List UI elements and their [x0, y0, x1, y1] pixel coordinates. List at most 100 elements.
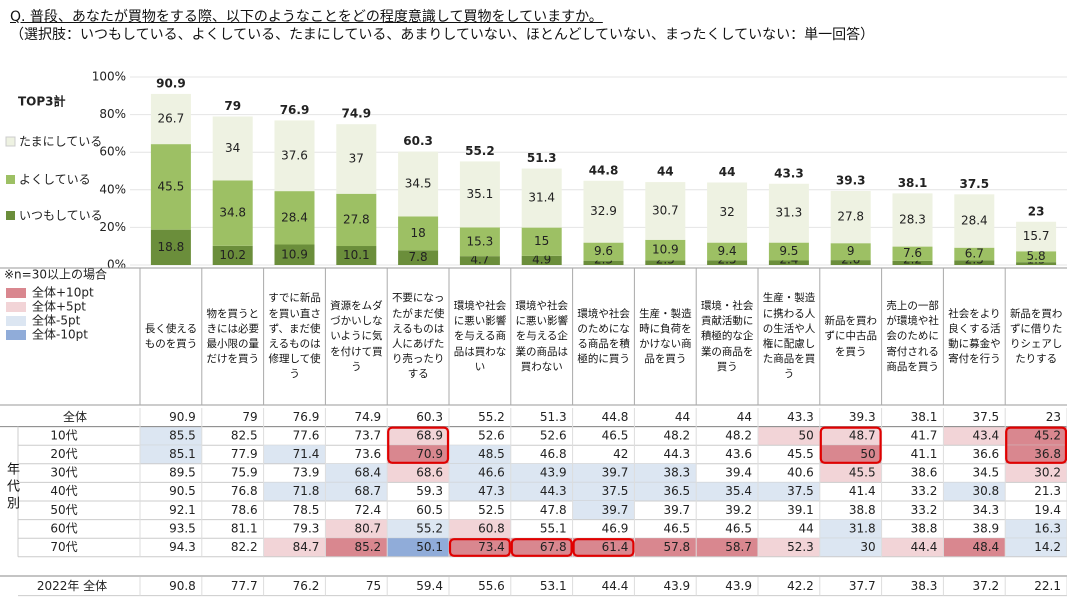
cell-value: 37.2	[972, 579, 999, 593]
cell-value: 82.2	[231, 540, 258, 554]
row-label: 2022年 全体	[37, 578, 107, 593]
cell-value: 39.7	[602, 503, 629, 517]
y-tick-label: 0%	[107, 258, 126, 272]
cell-value: 47.3	[478, 484, 505, 498]
segment-label: 32.9	[590, 204, 617, 218]
cell-shade	[1005, 445, 1067, 464]
cell-value: 89.5	[169, 466, 196, 480]
cell-value: 77.6	[293, 428, 320, 442]
cell-value: 61.4	[602, 540, 629, 554]
cell-value: 93.5	[169, 521, 196, 535]
cell-value: 46.6	[478, 466, 505, 480]
cell-value: 39.7	[602, 466, 629, 480]
cell-value: 52.5	[478, 503, 505, 517]
cell-value: 85.5	[169, 428, 196, 442]
total-label: 38.1	[898, 176, 928, 190]
segment-label: 37.6	[281, 148, 308, 162]
bar-segment	[398, 151, 439, 217]
segment-label: 7.8	[409, 250, 428, 264]
cell-value: 33.2	[911, 503, 938, 517]
segment-label: 45.5	[158, 179, 185, 193]
cell-value: 36.6	[972, 447, 999, 461]
cell-value: 60.5	[416, 503, 443, 517]
cell-value: 75	[366, 579, 381, 593]
cell-shade	[943, 426, 1006, 446]
cell-value: 38.9	[972, 521, 999, 535]
bar-segment	[1016, 262, 1057, 265]
cell-value: 43.3	[787, 410, 814, 424]
cell-value: 44.4	[911, 540, 938, 554]
question-note: （選択肢：いつもしている、よくしている、たまにしている、あまりしていない、ほとん…	[10, 27, 875, 43]
cell-value: 30.8	[972, 484, 999, 498]
segment-label: 30.7	[652, 203, 679, 217]
cell-value: 46.8	[540, 447, 567, 461]
segment-label: 15.7	[1023, 229, 1050, 243]
row-label: 10代	[50, 428, 77, 442]
legend-total: TOP3計	[18, 94, 66, 109]
cell-shade	[819, 519, 882, 539]
cell-value: 55.2	[416, 521, 443, 535]
bar-segment	[892, 260, 933, 265]
cell-shade	[1005, 519, 1067, 539]
category-label: 資源をムダづかいしないように気を付けて買う	[330, 299, 383, 373]
segment-label: 9	[847, 244, 855, 258]
cell-value: 45.5	[787, 447, 814, 461]
category-label: 環境・社会貢献活動に積極的な企業の商品を買う	[700, 299, 754, 373]
bar-segment	[707, 260, 748, 265]
cell-value: 50	[799, 428, 814, 442]
total-label: 44	[719, 165, 736, 179]
cell-shade	[387, 538, 449, 557]
cell-value: 43.9	[663, 579, 690, 593]
segment-label: 4.9	[532, 253, 551, 267]
cell-value: 71.8	[293, 484, 320, 498]
cell-value: 34.3	[972, 503, 999, 517]
cell-value: 48.4	[972, 540, 999, 554]
cell-value: 70.9	[416, 447, 443, 461]
cell-shade	[325, 538, 388, 557]
cell-value: 71.4	[293, 447, 320, 461]
cell-value: 42.2	[787, 579, 814, 593]
cell-value: 52.6	[478, 428, 505, 442]
cell-value: 92.1	[169, 503, 196, 517]
y-tick-label: 40%	[99, 182, 126, 196]
cell-shade	[263, 482, 326, 501]
cell-value: 21.3	[1034, 484, 1061, 498]
segment-label: 7.6	[903, 246, 922, 260]
y-tick-label: 20%	[99, 220, 126, 234]
cell-shade	[449, 445, 511, 464]
cell-value: 43.6	[725, 447, 752, 461]
cell-value: 55.1	[540, 521, 567, 535]
total-label: 44.8	[589, 163, 619, 177]
segment-label: 10.9	[281, 247, 308, 261]
cell-shade	[634, 538, 697, 557]
cell-value: 73.4	[478, 540, 505, 554]
cell-value: 36.8	[1034, 447, 1061, 461]
cell-shade	[510, 482, 573, 501]
cell-shade	[758, 426, 820, 446]
cell-shade	[819, 445, 882, 464]
segment-label: 10.1	[343, 248, 370, 262]
bar-segment	[150, 229, 191, 265]
cell-value: 39.2	[725, 503, 752, 517]
cell-value: 44.4	[602, 579, 629, 593]
cell-shade	[572, 538, 635, 557]
segment-label: 26.7	[158, 112, 185, 126]
bar-segment	[892, 193, 933, 247]
cell-value: 19.4	[1034, 503, 1061, 517]
cell-value: 59.3	[416, 484, 443, 498]
segment-label: 10.9	[652, 243, 679, 257]
total-label: 51.3	[527, 151, 557, 165]
cell-value: 37.7	[849, 579, 876, 593]
segment-label: 31.3	[776, 206, 803, 220]
segment-label: 27.8	[343, 212, 370, 226]
cell-value: 44	[799, 521, 814, 535]
highlight-box	[510, 538, 573, 557]
legend-swatch	[6, 211, 15, 220]
total-label: 43.3	[774, 166, 804, 180]
bar-segment	[459, 227, 500, 257]
cell-value: 75.9	[231, 466, 258, 480]
cell-shade	[263, 445, 326, 464]
cell-shade	[819, 538, 882, 557]
cell-value: 40.6	[787, 466, 814, 480]
shading-label: 全体+10pt	[32, 285, 94, 300]
